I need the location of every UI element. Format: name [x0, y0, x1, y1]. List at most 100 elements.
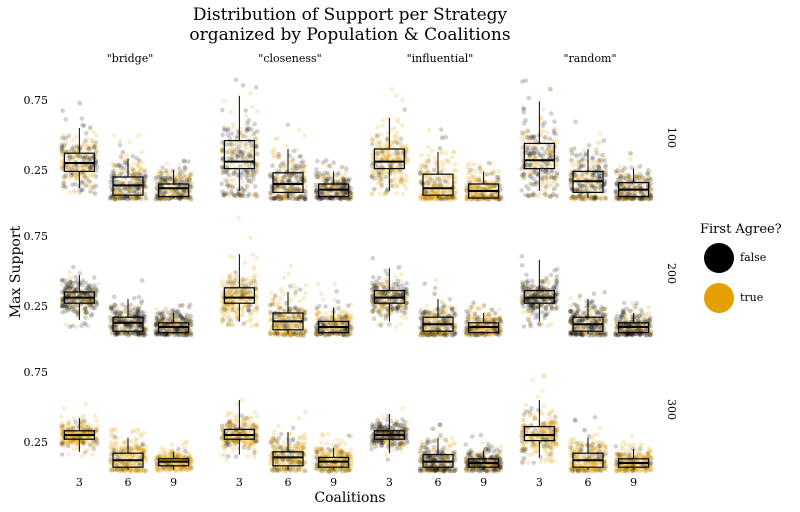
jitter-point — [121, 166, 127, 171]
jitter-point — [67, 153, 72, 158]
jitter-point — [82, 147, 87, 152]
jitter-point — [254, 255, 259, 261]
jitter-point — [133, 176, 139, 182]
jitter-point — [59, 277, 65, 283]
jitter-point — [233, 270, 238, 275]
jitter-point — [468, 191, 474, 197]
jitter-point — [71, 264, 76, 270]
jitter-point — [135, 161, 140, 167]
jitter-point — [112, 294, 117, 300]
jitter-point — [371, 316, 377, 322]
jitter-point — [77, 146, 83, 151]
jitter-point — [61, 183, 67, 189]
jitter-point — [135, 185, 140, 190]
jitter-point — [134, 178, 140, 183]
y-tick-label: 0.75 — [24, 94, 49, 107]
jitter-point — [131, 190, 137, 195]
jitter-point — [582, 182, 588, 187]
jitter-point — [158, 177, 164, 183]
jitter-point — [91, 145, 97, 151]
jitter-point — [449, 154, 455, 160]
jitter-point — [117, 180, 122, 185]
jitter-point — [248, 91, 253, 96]
jitter-point — [170, 189, 176, 194]
jitter-point — [63, 148, 68, 154]
jitter-point — [91, 189, 96, 195]
jitter-point — [589, 184, 594, 190]
jitter-point — [174, 308, 180, 314]
jitter-point — [526, 95, 532, 101]
jitter-point — [63, 322, 69, 327]
jitter-point — [345, 303, 351, 309]
jitter-point — [252, 121, 257, 127]
chart-title-line-2: organized by Population & Coalitions — [189, 25, 511, 45]
jitter-point — [547, 163, 552, 169]
jitter-point — [108, 179, 113, 185]
jitter-point — [74, 134, 79, 139]
jitter-point — [400, 192, 406, 197]
jitter-point — [141, 332, 146, 338]
jitter-point — [269, 194, 274, 200]
jitter-point — [123, 160, 129, 166]
jitter-point — [240, 276, 245, 282]
jitter-point — [63, 135, 69, 141]
jitter-point — [349, 331, 354, 337]
jitter-point — [254, 109, 260, 114]
jitter-point — [531, 176, 536, 181]
jitter-point — [122, 196, 127, 201]
jitter-point — [73, 167, 78, 172]
jitter-point — [292, 293, 298, 298]
jitter-point — [142, 167, 147, 172]
jitter-point — [303, 316, 308, 322]
jitter-point — [64, 165, 70, 170]
jitter-point — [69, 173, 74, 178]
jitter-point — [65, 164, 71, 169]
jitter-point — [59, 159, 65, 165]
jitter-point — [220, 107, 225, 113]
jitter-point — [313, 324, 319, 329]
jitter-point — [68, 164, 74, 169]
jitter-point — [84, 158, 90, 163]
jitter-point — [60, 146, 65, 151]
jitter-point — [121, 157, 127, 163]
jitter-point — [140, 170, 145, 175]
jitter-point — [585, 158, 590, 163]
facet-panel — [219, 215, 354, 338]
jitter-point — [115, 195, 121, 201]
jitter-point — [67, 190, 72, 195]
x-tick-label: 6 — [585, 476, 592, 489]
jitter-point — [402, 107, 408, 112]
jitter-point — [112, 177, 118, 182]
jitter-point — [315, 174, 321, 180]
jitter-point — [127, 195, 133, 201]
jitter-point — [111, 195, 117, 200]
jitter-point — [87, 184, 92, 190]
jitter-point — [386, 130, 392, 136]
jitter-point — [132, 172, 138, 177]
jitter-point — [377, 191, 383, 196]
jitter-point — [282, 275, 287, 281]
jitter-point — [231, 124, 236, 130]
jitter-point — [547, 86, 553, 91]
jitter-point — [130, 196, 136, 202]
jitter-point — [253, 84, 259, 90]
jitter-point — [232, 292, 237, 297]
jitter-point — [437, 145, 443, 151]
jitter-point — [74, 175, 79, 181]
jitter-point — [269, 290, 274, 296]
jitter-point — [131, 168, 136, 174]
jitter-point — [243, 319, 249, 325]
jitter-point — [277, 194, 283, 200]
jitter-point — [73, 181, 78, 187]
jitter-point — [140, 160, 145, 166]
jitter-point — [74, 163, 80, 169]
jitter-point — [283, 196, 288, 201]
jitter-point — [628, 156, 633, 162]
jitter-point — [332, 281, 338, 287]
jitter-point — [272, 330, 278, 336]
jitter-point — [178, 313, 183, 319]
jitter-point — [78, 155, 83, 160]
jitter-point — [83, 183, 88, 189]
facet-panel — [369, 86, 504, 202]
jitter-point — [638, 197, 643, 202]
